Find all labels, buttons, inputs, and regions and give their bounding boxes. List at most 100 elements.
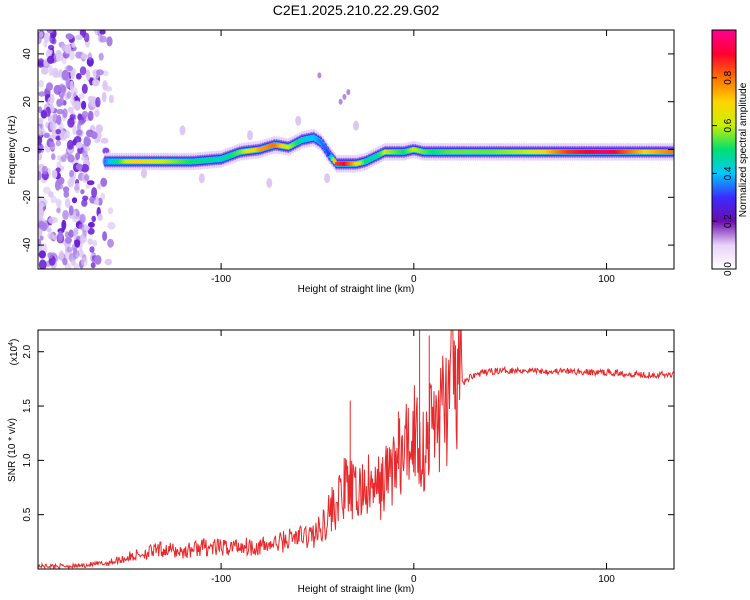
y-tick-label: 0 (22, 146, 33, 152)
snr-y-axis-label: SNR (10 * v/v) (7, 418, 18, 482)
noise-cell (66, 246, 73, 253)
noise-cell (102, 70, 109, 77)
noise-cell (47, 55, 55, 64)
y-tick-label: 20 (22, 96, 33, 108)
noise-cell (81, 110, 89, 118)
noise-cell (38, 202, 44, 209)
noise-cell (106, 36, 113, 47)
noise-cell (52, 112, 57, 123)
noise-cell (39, 31, 44, 38)
noise-cell (73, 227, 78, 237)
noise-cell (81, 100, 87, 110)
noise-cell (46, 227, 52, 233)
diagonal-feature-cell (317, 72, 322, 79)
noise-cell (83, 174, 90, 182)
noise-cell (78, 223, 85, 230)
noise-cell (87, 221, 95, 228)
noise-cell (102, 147, 110, 155)
noise-cell (94, 255, 102, 265)
noise-cell (70, 96, 75, 106)
noise-cell (87, 95, 96, 102)
noise-cell (75, 142, 83, 149)
ridge-cell (325, 149, 329, 154)
snr-panel: -100 0 100 0.5 1.0 1.5 2.0 Height of straight … (7, 329, 675, 595)
noise-cell (81, 83, 88, 94)
noise-cell (56, 114, 62, 126)
noise-cell (101, 91, 107, 103)
noise-cell (59, 130, 68, 141)
ridge-cell (319, 140, 324, 145)
noise-cell (66, 91, 72, 99)
noise-cell (64, 44, 72, 54)
noise-cell (58, 183, 64, 190)
noise-cell (105, 86, 113, 92)
snr-frame (37, 329, 675, 570)
noise-cell (51, 169, 58, 179)
faint-cell (141, 168, 147, 179)
noise-cell (47, 252, 53, 259)
faint-cell (324, 173, 331, 184)
noise-cell (64, 152, 70, 159)
noise-cell (69, 169, 74, 178)
noise-cell (38, 238, 42, 247)
noise-cell (100, 177, 108, 187)
faint-cell (266, 178, 273, 188)
noise-cell (38, 79, 44, 88)
colorbar-gradient (711, 29, 737, 270)
noise-cell (43, 186, 51, 194)
noise-cell (91, 187, 98, 198)
noise-cell (100, 192, 106, 201)
noise-cell (56, 207, 61, 214)
spectrogram-panel: -100 0 100 -40 -20 0 20 40 Height of straight l… (7, 29, 675, 295)
ridge-cell (323, 146, 328, 151)
noise-cell (84, 146, 90, 152)
x-tick-label: -100 (211, 274, 231, 285)
colorbar-tick-label: 0.8 (723, 70, 734, 84)
snr-series-line (38, 330, 674, 569)
snr-scale-text: (x10 (9, 345, 20, 365)
noise-cell (57, 230, 64, 242)
noise-cell (70, 259, 76, 267)
noise-cell (38, 171, 42, 181)
colorbar-label: Normalized spectral amplitude (738, 82, 749, 217)
colorbar-tick-label: 0.4 (723, 166, 734, 180)
noise-cell (95, 124, 103, 134)
noise-cell (68, 205, 74, 216)
spectrogram-y-axis-label: Frequency (Hz) (7, 116, 18, 185)
noise-cell (71, 42, 76, 48)
snr-ticks: -100 0 100 0.5 1.0 1.5 2.0 (22, 330, 674, 585)
noise-cell (75, 34, 83, 41)
noise-cell (50, 195, 57, 204)
noise-cell (81, 199, 88, 207)
snr-marks (38, 330, 674, 569)
noise-cell (107, 221, 116, 230)
noise-cell (87, 110, 94, 121)
noise-cell (47, 44, 55, 51)
noise-cell (86, 180, 95, 186)
noise-cell (38, 60, 45, 67)
noise-cell (75, 73, 82, 80)
noise-cell (71, 197, 78, 204)
noise-cell (98, 52, 104, 61)
noise-cell (93, 199, 100, 205)
noise-cell (49, 93, 55, 104)
y-tick-label: -40 (22, 237, 33, 252)
noise-cell (62, 186, 70, 193)
faint-cell (198, 173, 205, 184)
colorbar: 0.0 0.2 0.4 0.6 0.8 Normalized spectral ampl… (711, 29, 749, 276)
y-tick-label: 2.0 (22, 344, 33, 358)
noise-cell (68, 229, 74, 238)
noise-cell (91, 215, 96, 223)
noise-cell (70, 69, 75, 80)
colorbar-ticks: 0.0 0.2 0.4 0.6 0.8 (712, 70, 734, 276)
noise-cell (38, 91, 46, 97)
noise-cell (79, 213, 86, 224)
svg-text:(x104): (x104) (8, 339, 20, 366)
noise-cell (87, 238, 94, 246)
noise-cell (64, 231, 70, 238)
noise-cell (74, 239, 81, 248)
y-tick-label: -20 (22, 190, 33, 205)
x-tick-label: 100 (598, 574, 615, 585)
noise-cell (40, 110, 48, 119)
x-tick-label: 0 (411, 274, 417, 285)
